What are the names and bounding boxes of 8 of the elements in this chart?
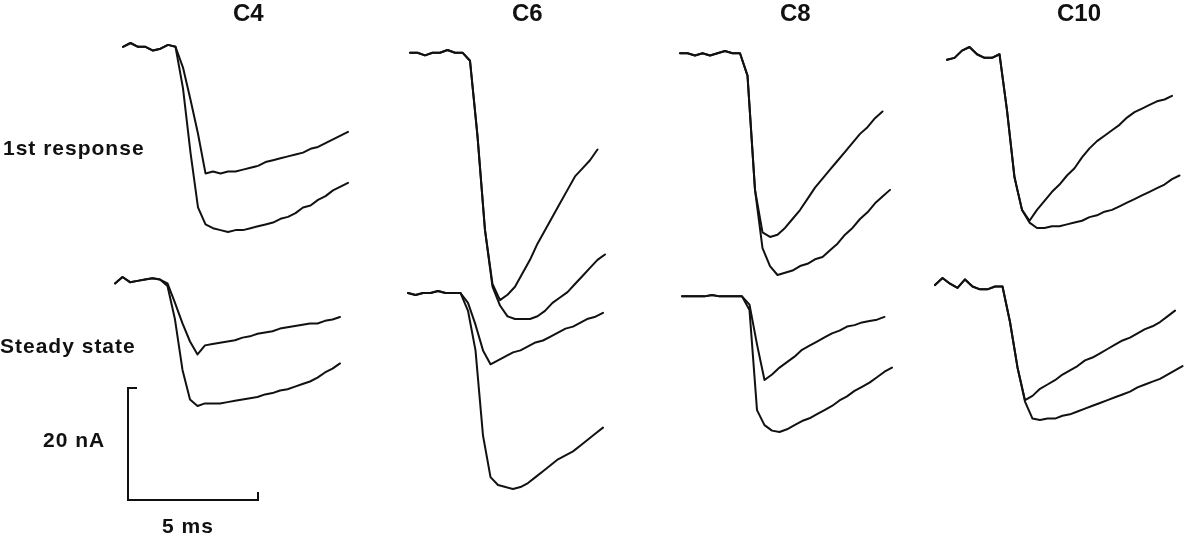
chart-title: C10 — [1057, 0, 1102, 26]
text: 20 nA — [43, 428, 106, 451]
chart-title: C6 — [512, 0, 543, 26]
chart-title: C4 — [233, 0, 264, 26]
y-axis-title: 1st response — [3, 136, 145, 159]
y-axis-title: Steady state — [0, 334, 136, 357]
text: 5 ms — [162, 514, 214, 537]
chart-title: C8 — [780, 0, 811, 26]
